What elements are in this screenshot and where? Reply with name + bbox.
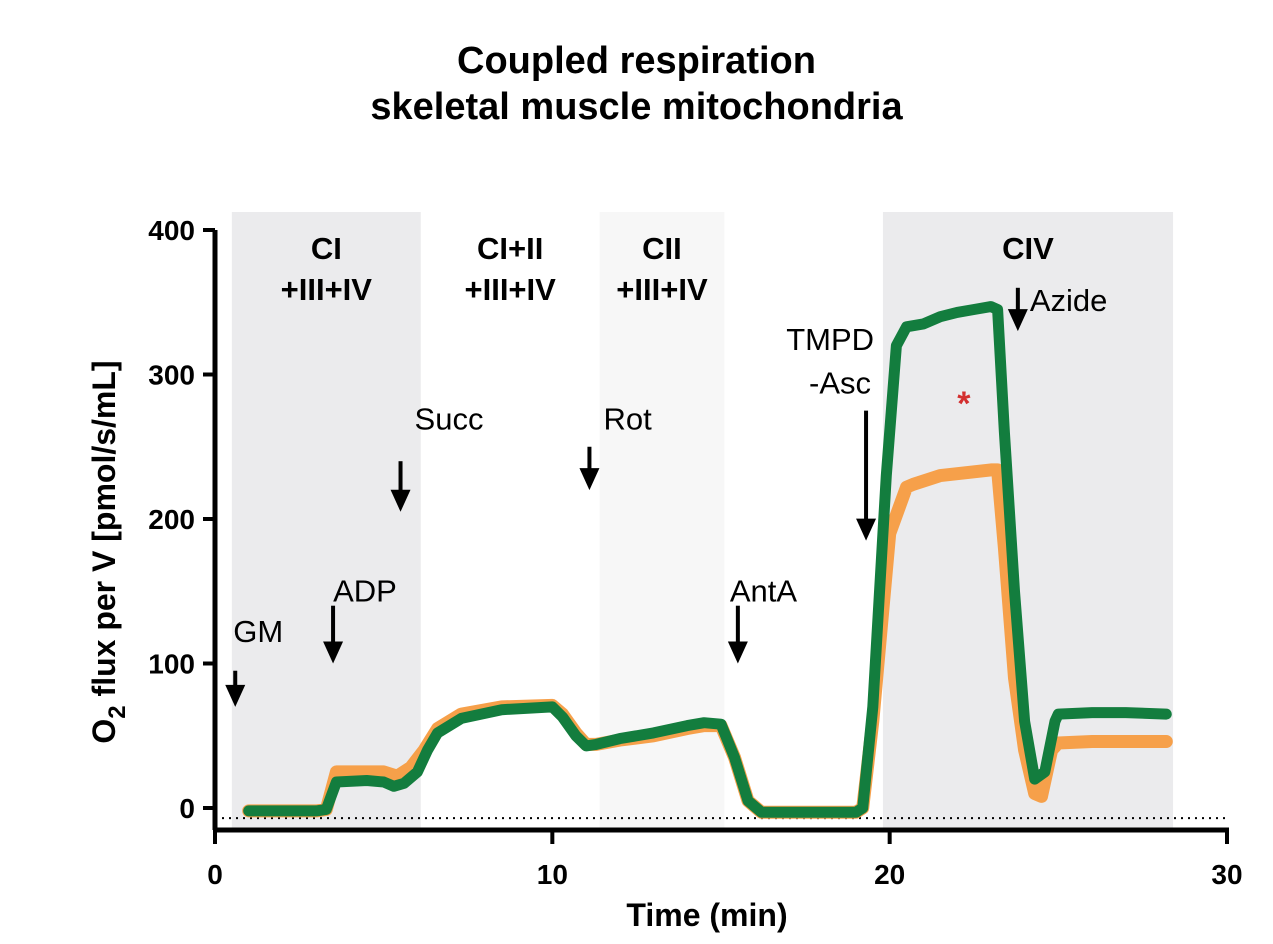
- region-label-2: CII: [642, 231, 682, 266]
- x-tick-label-1: 10: [537, 859, 568, 890]
- x-tick-label-3: 30: [1211, 859, 1242, 890]
- region-label-1: CI+II: [477, 231, 543, 266]
- annotation-arrow-head-0: [225, 684, 246, 707]
- y-axis-label: O2 flux per V [pmol/s/mL]: [86, 360, 131, 743]
- y-tick-label-0: 0: [179, 793, 195, 824]
- region-label-0: CI: [311, 231, 342, 266]
- annotation-arrow-head-1: [323, 641, 344, 664]
- region-label-3: CIV: [1002, 231, 1054, 266]
- y-tick-label-4: 400: [148, 215, 195, 246]
- annotation-arrow-head-3: [579, 468, 600, 491]
- annotation-label-7: Azide: [1030, 283, 1108, 318]
- x-tick-label-0: 0: [207, 859, 223, 890]
- annotation-label-0: GM: [233, 614, 283, 649]
- annotation-label-2: Succ: [415, 401, 484, 436]
- significance-asterisk: *: [957, 385, 971, 423]
- annotation-label-5: TMPD: [786, 322, 874, 357]
- y-tick-label-1: 100: [148, 649, 195, 680]
- annotation-arrow-head-5: [856, 518, 877, 541]
- annotation-label-4: AntA: [730, 573, 798, 608]
- y-tick-label-2: 200: [148, 504, 195, 535]
- region-band-0: [231, 212, 421, 830]
- chart-title-line1: Coupled respiration: [457, 40, 816, 82]
- chart-title-line2: skeletal muscle mitochondria: [370, 86, 903, 128]
- x-tick-label-2: 20: [874, 859, 905, 890]
- region-sublabel-1: +III+IV: [464, 272, 556, 307]
- region-sublabel-2: +III+IV: [616, 272, 708, 307]
- annotation-arrow-head-2: [390, 489, 411, 512]
- annotation-label-6: -Asc: [809, 365, 871, 400]
- series-line-1: [243, 301, 1172, 818]
- annotation-arrow-head-7: [1007, 309, 1028, 332]
- annotation-label-1: ADP: [333, 573, 397, 608]
- x-axis-label: Time (min): [626, 897, 787, 933]
- annotation-label-3: Rot: [603, 401, 652, 436]
- annotation-arrow-head-4: [727, 641, 748, 664]
- y-tick-label-3: 300: [148, 360, 195, 391]
- region-sublabel-0: +III+IV: [281, 272, 373, 307]
